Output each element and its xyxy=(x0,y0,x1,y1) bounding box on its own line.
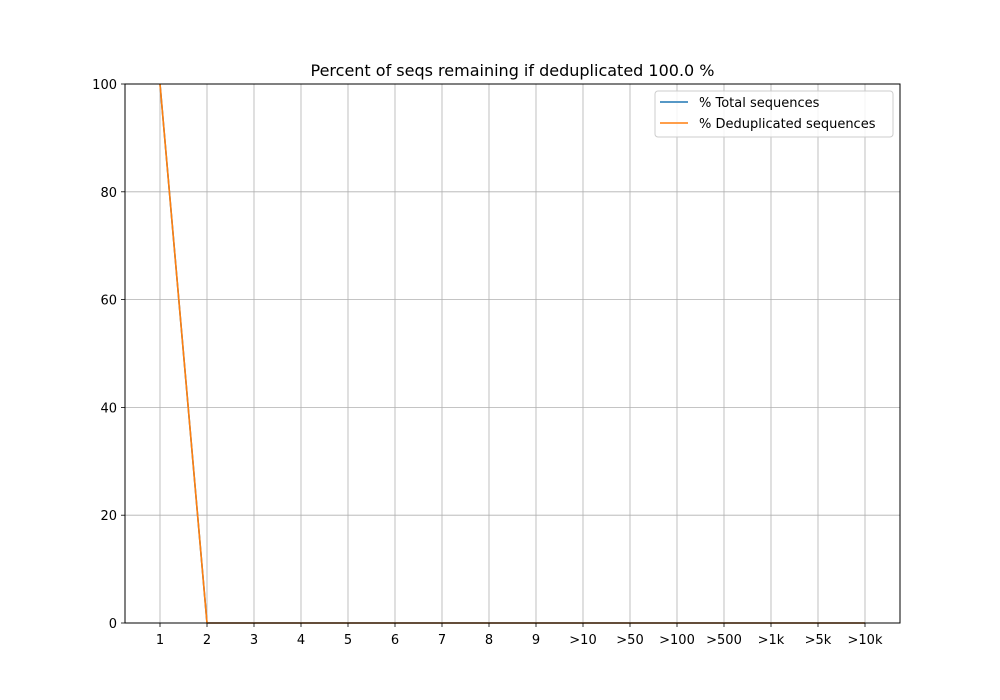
x-tick-label: 1 xyxy=(156,633,164,648)
y-tick-label: 20 xyxy=(100,509,117,524)
x-tick-label: 9 xyxy=(532,633,540,648)
y-tick-label: 40 xyxy=(100,401,117,416)
x-tick-label: >500 xyxy=(706,633,742,648)
axis-ticks: 1 2 3 4 5 6 7 8 9 >10 >50 >100 >500 >1k >5k >10k 0 20 40 60… xyxy=(92,78,883,648)
legend-label: % Total sequences xyxy=(699,96,820,111)
x-tick-label: 7 xyxy=(438,633,446,648)
y-tick-label: 60 xyxy=(100,294,117,309)
legend: % Total sequences % Deduplicated sequence… xyxy=(654,90,894,138)
y-tick-label: 0 xyxy=(109,617,117,632)
legend-label: % Deduplicated sequences xyxy=(699,117,876,132)
x-tick-label: 3 xyxy=(250,633,258,648)
y-tick-label: 100 xyxy=(92,78,117,93)
x-tick-label: 5 xyxy=(344,633,352,648)
x-tick-label: >10k xyxy=(848,633,883,648)
y-tick-label: 80 xyxy=(100,186,117,201)
chart-title: Percent of seqs remaining if deduplicate… xyxy=(311,61,715,80)
x-tick-label: >5k xyxy=(805,633,832,648)
x-tick-label: >100 xyxy=(659,633,695,648)
x-tick-label: >1k xyxy=(758,633,785,648)
x-tick-label: 6 xyxy=(391,633,399,648)
x-tick-label: >50 xyxy=(616,633,643,648)
axes-frame xyxy=(124,83,901,624)
x-tick-label: 8 xyxy=(485,633,493,648)
legend-box xyxy=(654,90,894,138)
x-tick-label: >10 xyxy=(569,633,596,648)
x-tick-label: 4 xyxy=(297,633,305,648)
x-tick-label: 2 xyxy=(203,633,211,648)
